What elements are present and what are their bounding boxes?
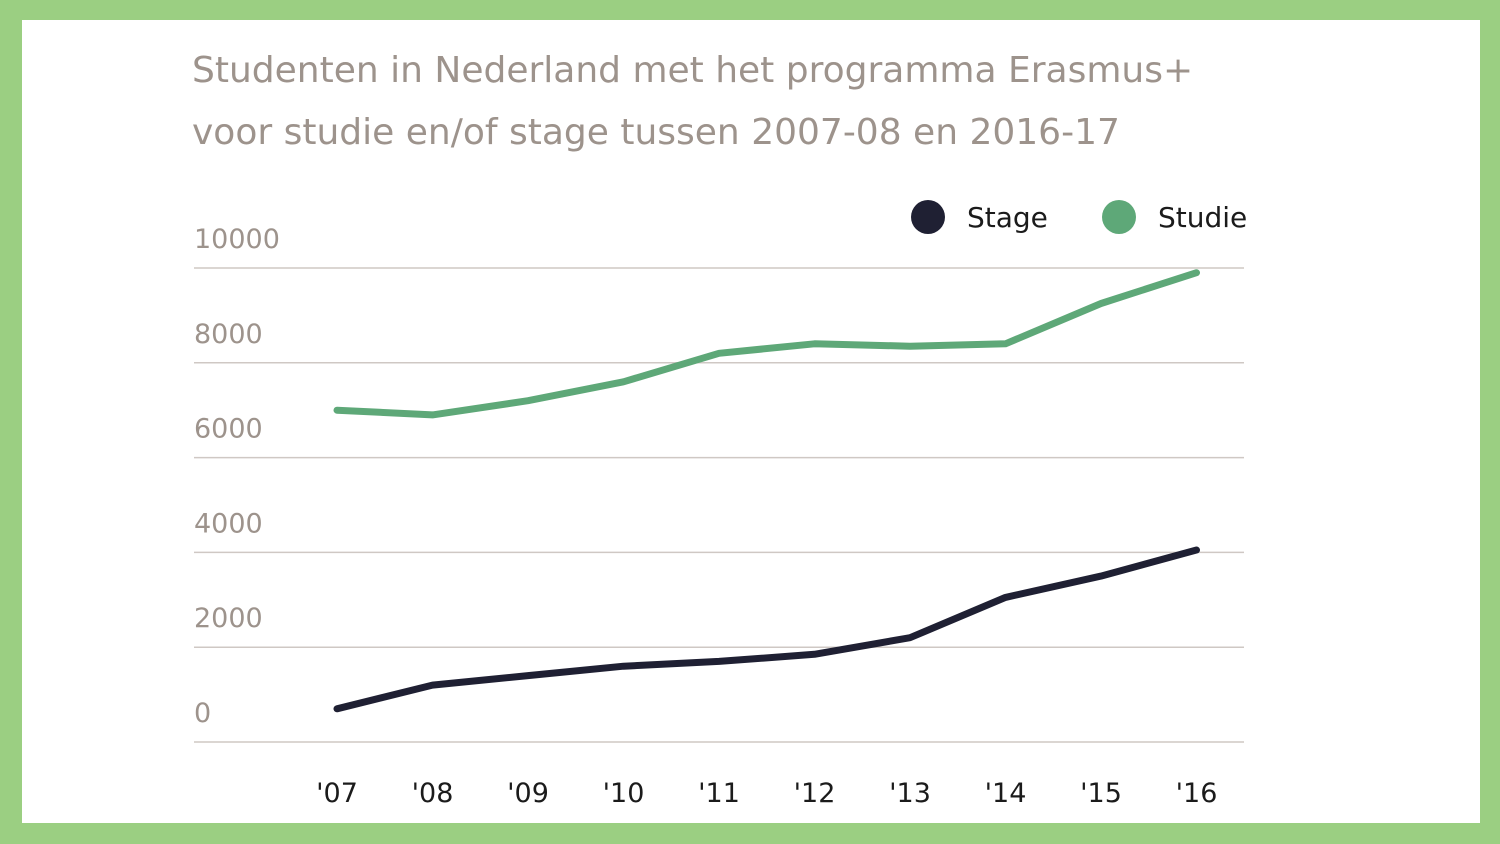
series-line-stage bbox=[333, 546, 1200, 713]
y-tick-label: 10000 bbox=[194, 224, 280, 255]
x-tick-label: '11 bbox=[698, 778, 740, 809]
x-tick-label: '10 bbox=[603, 778, 645, 809]
x-tick-label: '08 bbox=[412, 778, 454, 809]
y-tick-label: 0 bbox=[194, 698, 211, 729]
x-tick-label: '09 bbox=[507, 778, 549, 809]
line-chart: 0 2000 4000 6000 8000 10000 '07 '08 '09 '10 '11 '12… bbox=[194, 200, 1247, 809]
x-tick-label: '15 bbox=[1080, 778, 1122, 809]
x-tick-label: '16 bbox=[1176, 778, 1218, 809]
chart-card: Studenten in Nederland met het programma… bbox=[22, 20, 1480, 823]
legend-marker-stage bbox=[911, 200, 945, 234]
y-tick-label: 2000 bbox=[194, 603, 263, 634]
y-tick-label: 6000 bbox=[194, 414, 263, 445]
x-tick-label: '14 bbox=[985, 778, 1027, 809]
legend-marker-studie bbox=[1102, 200, 1136, 234]
x-tick-label: '07 bbox=[316, 778, 358, 809]
chart-title-line-2: voor studie en/of stage tussen 2007-08 e… bbox=[192, 112, 1120, 153]
legend-label-studie: Studie bbox=[1158, 201, 1247, 234]
chart-title: Studenten in Nederland met het programma… bbox=[192, 40, 1292, 164]
series-line-studie bbox=[333, 269, 1200, 419]
y-tick-label: 8000 bbox=[194, 319, 263, 350]
chart-title-line-1: Studenten in Nederland met het programma… bbox=[192, 50, 1194, 91]
x-tick-label: '13 bbox=[889, 778, 931, 809]
legend-label-stage: Stage bbox=[967, 201, 1048, 234]
y-tick-label: 4000 bbox=[194, 508, 263, 539]
x-tick-label: '12 bbox=[794, 778, 836, 809]
